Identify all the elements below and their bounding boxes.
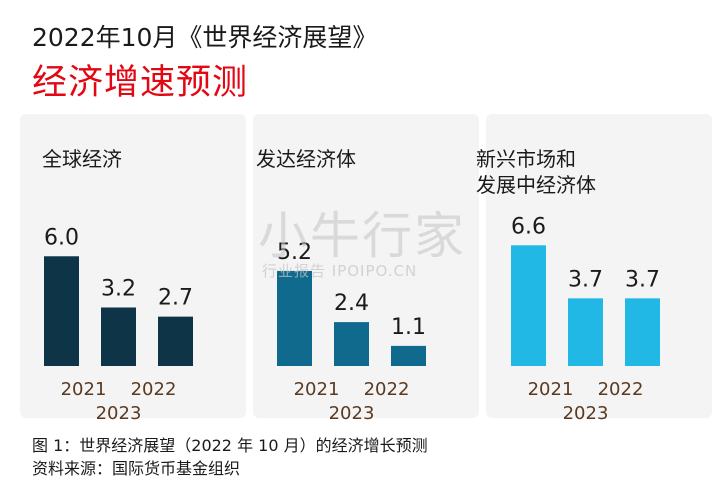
value-label-emerging-2023: 3.7 xyxy=(625,267,660,292)
value-label-emerging-2022: 3.7 xyxy=(568,267,603,292)
value-label-global-2023: 2.7 xyxy=(158,286,193,311)
year-label-global-2021: 2021 xyxy=(61,379,107,400)
value-label-global-2022: 3.2 xyxy=(101,276,136,301)
figure-caption: 图 1：世界经济展望（2022 年 10 月）的经济增长预测 xyxy=(32,436,428,455)
year-label-emerging-2023: 2023 xyxy=(563,403,609,424)
year-label-global-2022: 2022 xyxy=(131,379,177,400)
year-label-advanced-2022: 2022 xyxy=(364,379,410,400)
bar-global-2023 xyxy=(158,316,193,366)
source-note: 资料来源：国际货币基金组织 xyxy=(32,459,241,478)
year-label-advanced-2021: 2021 xyxy=(294,379,340,400)
bar-emerging-2023 xyxy=(625,298,660,366)
bar-emerging-2021 xyxy=(511,245,546,366)
panel-title-global: 全球经济 xyxy=(42,147,122,171)
bar-advanced-2022 xyxy=(334,322,369,366)
chart-title: 经济增速预测 xyxy=(32,63,249,103)
watermark-logo-text: 小牛行家 xyxy=(258,207,466,265)
value-label-advanced-2023: 1.1 xyxy=(391,315,426,340)
panel-title-advanced: 发达经济体 xyxy=(256,147,356,171)
value-label-global-2021: 6.0 xyxy=(44,225,79,250)
bar-advanced-2023 xyxy=(391,345,426,366)
value-label-advanced-2021: 5.2 xyxy=(277,240,312,265)
bar-emerging-2022 xyxy=(568,298,603,366)
year-label-advanced-2023: 2023 xyxy=(329,403,375,424)
bar-global-2022 xyxy=(101,307,136,366)
year-label-emerging-2021: 2021 xyxy=(528,379,574,400)
report-title: 2022年10月《世界经济展望》 xyxy=(32,23,378,52)
year-label-emerging-2022: 2022 xyxy=(598,379,644,400)
watermark-subtext: 行业报告 IPOIPO.CN xyxy=(262,262,418,280)
value-label-emerging-2021: 6.6 xyxy=(511,214,546,239)
bar-global-2021 xyxy=(44,256,79,366)
year-label-global-2023: 2023 xyxy=(96,403,142,424)
bar-advanced-2021 xyxy=(277,270,312,366)
panel-background-advanced xyxy=(253,114,479,418)
panel-title-emerging: 新兴市场和 发展中经济体 xyxy=(476,147,596,197)
value-label-advanced-2022: 2.4 xyxy=(334,291,369,316)
